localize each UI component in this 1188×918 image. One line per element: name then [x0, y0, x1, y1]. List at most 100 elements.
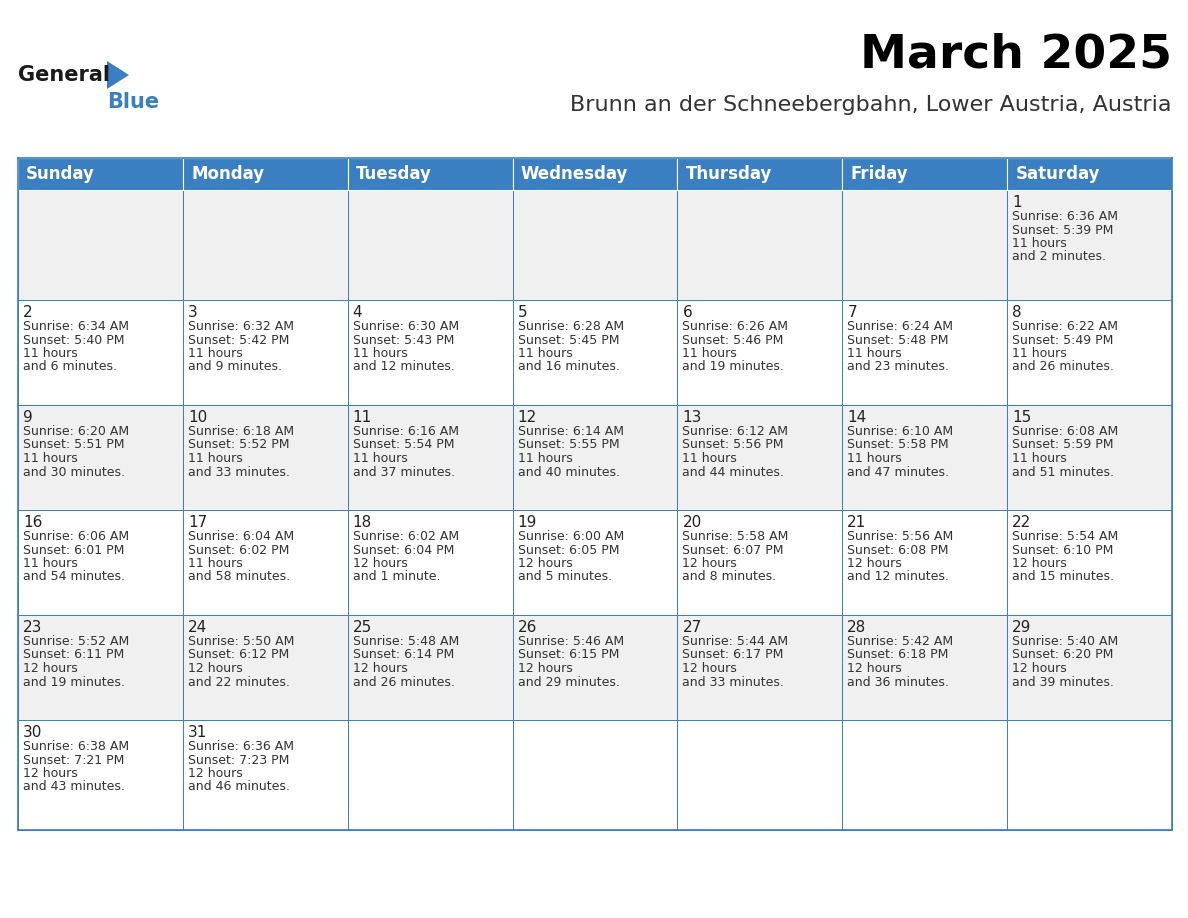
Text: General: General [18, 65, 110, 85]
Bar [1007, 300, 1173, 405]
Text: 11 hours: 11 hours [847, 347, 902, 360]
Bar [842, 300, 1007, 405]
Text: 11 hours: 11 hours [23, 557, 77, 570]
Text: 10: 10 [188, 410, 207, 425]
Text: Sunrise: 6:36 AM: Sunrise: 6:36 AM [188, 740, 293, 753]
Bar [18, 615, 183, 720]
Bar [348, 720, 512, 830]
Text: Sunrise: 6:18 AM: Sunrise: 6:18 AM [188, 425, 293, 438]
Text: and 23 minutes.: and 23 minutes. [847, 361, 949, 374]
Text: 11 hours: 11 hours [353, 452, 407, 465]
Text: 9: 9 [23, 410, 33, 425]
Text: 12 hours: 12 hours [1012, 557, 1067, 570]
Bar [512, 158, 677, 190]
Text: and 1 minute.: and 1 minute. [353, 570, 441, 584]
Text: Sunset: 5:52 PM: Sunset: 5:52 PM [188, 439, 290, 452]
Bar [183, 158, 348, 190]
Bar [677, 405, 842, 510]
Text: Sunset: 5:45 PM: Sunset: 5:45 PM [518, 333, 619, 346]
Text: 11 hours: 11 hours [188, 347, 242, 360]
Text: 23: 23 [23, 620, 43, 635]
Text: 13: 13 [682, 410, 702, 425]
Text: Sunrise: 5:56 AM: Sunrise: 5:56 AM [847, 530, 954, 543]
Bar [1007, 190, 1173, 300]
Bar [1007, 615, 1173, 720]
Text: Sunrise: 5:58 AM: Sunrise: 5:58 AM [682, 530, 789, 543]
Bar [842, 405, 1007, 510]
Text: Sunrise: 6:04 AM: Sunrise: 6:04 AM [188, 530, 293, 543]
Text: Sunrise: 6:20 AM: Sunrise: 6:20 AM [23, 425, 129, 438]
Text: Sunset: 5:51 PM: Sunset: 5:51 PM [23, 439, 125, 452]
Text: 11 hours: 11 hours [188, 452, 242, 465]
Text: and 30 minutes.: and 30 minutes. [23, 465, 125, 478]
Text: and 40 minutes.: and 40 minutes. [518, 465, 620, 478]
Text: 11 hours: 11 hours [518, 347, 573, 360]
Bar [348, 615, 512, 720]
Bar [183, 405, 348, 510]
Text: and 26 minutes.: and 26 minutes. [353, 676, 455, 688]
Bar [348, 300, 512, 405]
Text: 12 hours: 12 hours [847, 557, 902, 570]
Text: and 12 minutes.: and 12 minutes. [847, 570, 949, 584]
Text: 4: 4 [353, 305, 362, 320]
Bar [183, 190, 348, 300]
Text: and 26 minutes.: and 26 minutes. [1012, 361, 1114, 374]
Text: Sunrise: 6:22 AM: Sunrise: 6:22 AM [1012, 320, 1118, 333]
Text: 12 hours: 12 hours [518, 557, 573, 570]
Text: 11: 11 [353, 410, 372, 425]
Text: 12 hours: 12 hours [353, 662, 407, 675]
Bar [18, 190, 183, 300]
Bar [677, 158, 842, 190]
Text: 30: 30 [23, 725, 43, 740]
Bar [18, 300, 183, 405]
Text: Sunset: 5:49 PM: Sunset: 5:49 PM [1012, 333, 1113, 346]
Text: and 58 minutes.: and 58 minutes. [188, 570, 290, 584]
Text: Sunset: 5:58 PM: Sunset: 5:58 PM [847, 439, 949, 452]
Text: Sunrise: 6:38 AM: Sunrise: 6:38 AM [23, 740, 129, 753]
Text: 12 hours: 12 hours [1012, 662, 1067, 675]
Text: Sunrise: 6:30 AM: Sunrise: 6:30 AM [353, 320, 459, 333]
Bar [18, 158, 183, 190]
Text: and 29 minutes.: and 29 minutes. [518, 676, 619, 688]
Bar [677, 615, 842, 720]
Text: 12: 12 [518, 410, 537, 425]
Text: Sunrise: 6:26 AM: Sunrise: 6:26 AM [682, 320, 789, 333]
Text: Sunrise: 5:48 AM: Sunrise: 5:48 AM [353, 635, 459, 648]
Text: and 54 minutes.: and 54 minutes. [23, 570, 125, 584]
Text: 11 hours: 11 hours [682, 347, 738, 360]
Text: 11 hours: 11 hours [1012, 452, 1067, 465]
Text: and 8 minutes.: and 8 minutes. [682, 570, 777, 584]
Bar [842, 510, 1007, 615]
Text: Sunset: 5:56 PM: Sunset: 5:56 PM [682, 439, 784, 452]
Text: 28: 28 [847, 620, 866, 635]
Bar [842, 158, 1007, 190]
Text: Sunrise: 6:24 AM: Sunrise: 6:24 AM [847, 320, 953, 333]
Text: 7: 7 [847, 305, 857, 320]
Text: 16: 16 [23, 515, 43, 530]
Text: 19: 19 [518, 515, 537, 530]
Bar [348, 158, 512, 190]
Text: Sunrise: 6:28 AM: Sunrise: 6:28 AM [518, 320, 624, 333]
Text: Sunset: 6:15 PM: Sunset: 6:15 PM [518, 648, 619, 662]
Text: 6: 6 [682, 305, 693, 320]
Bar [512, 405, 677, 510]
Text: Sunset: 5:46 PM: Sunset: 5:46 PM [682, 333, 784, 346]
Bar [842, 615, 1007, 720]
Text: 11 hours: 11 hours [1012, 347, 1067, 360]
Bar [18, 510, 183, 615]
Text: and 33 minutes.: and 33 minutes. [682, 676, 784, 688]
Text: 11 hours: 11 hours [1012, 237, 1067, 250]
Text: and 6 minutes.: and 6 minutes. [23, 361, 116, 374]
Text: Sunset: 6:04 PM: Sunset: 6:04 PM [353, 543, 454, 556]
Text: Monday: Monday [191, 165, 264, 183]
Text: 22: 22 [1012, 515, 1031, 530]
Text: and 15 minutes.: and 15 minutes. [1012, 570, 1114, 584]
Text: Sunset: 5:59 PM: Sunset: 5:59 PM [1012, 439, 1113, 452]
Text: 12 hours: 12 hours [518, 662, 573, 675]
Text: Sunset: 6:20 PM: Sunset: 6:20 PM [1012, 648, 1113, 662]
Text: 12 hours: 12 hours [682, 662, 738, 675]
Bar [1007, 720, 1173, 830]
Text: 12 hours: 12 hours [23, 662, 77, 675]
Text: 11 hours: 11 hours [353, 347, 407, 360]
Text: Brunn an der Schneebergbahn, Lower Austria, Austria: Brunn an der Schneebergbahn, Lower Austr… [570, 95, 1173, 115]
